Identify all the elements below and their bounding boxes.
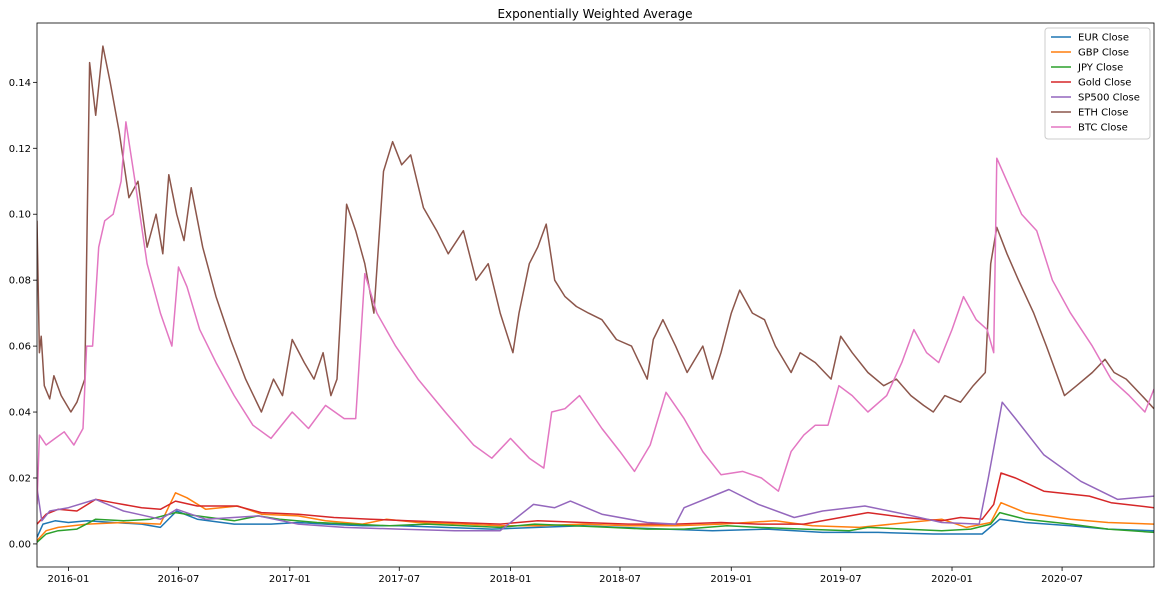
legend-label: SP500 Close: [1078, 93, 1140, 104]
y-tick-label: 0.10: [9, 210, 31, 221]
y-tick-label: 0.00: [9, 539, 31, 550]
chart-title: Exponentially Weighted Average: [497, 7, 692, 21]
legend: EUR Close GBP Close JPY Close Gold Close SP5…: [1044, 27, 1151, 140]
legend-box: [1044, 27, 1151, 140]
series-line-6: [37, 45, 1154, 413]
x-tick-label: 2019-01: [710, 574, 752, 585]
x-tick-label: 2020-01: [931, 574, 973, 585]
x-tick-label: 2018-07: [599, 574, 641, 585]
legend-label: Gold Close: [1078, 78, 1131, 89]
x-tick-label: 2017-07: [378, 574, 420, 585]
y-tick-label: 0.02: [9, 473, 31, 484]
y-tick-label: 0.14: [9, 78, 31, 89]
x-tick-label: 2018-01: [490, 574, 532, 585]
plot-area: [37, 45, 1154, 543]
y-tick-label: 0.06: [9, 342, 31, 353]
series-line-5: [37, 401, 1154, 532]
x-tick-label: 2016-07: [158, 574, 200, 585]
y-tick-label: 0.04: [9, 408, 31, 419]
legend-label: ETH Close: [1078, 108, 1128, 119]
legend-label: EUR Close: [1078, 33, 1129, 44]
y-tick-label: 0.08: [9, 276, 31, 287]
series-line-7: [37, 121, 1154, 505]
series-line-4: [37, 472, 1154, 525]
legend-label: BTC Close: [1078, 123, 1128, 134]
y-tick-label: 0.12: [9, 144, 31, 155]
x-tick-label: 2016-01: [48, 574, 90, 585]
x-tick-label: 2019-07: [820, 574, 862, 585]
legend-label: JPY Close: [1077, 63, 1123, 74]
axes-frame: [36, 22, 1155, 568]
series-line-3: [37, 511, 1154, 543]
x-tick-label: 2017-01: [269, 574, 311, 585]
legend-label: GBP Close: [1078, 48, 1129, 59]
axes: 0.00 0.02 0.04 0.06 0.08 0.10 0.12 0.14 2016-01 2…: [9, 22, 1155, 585]
x-tick-label: 2020-07: [1041, 574, 1083, 585]
